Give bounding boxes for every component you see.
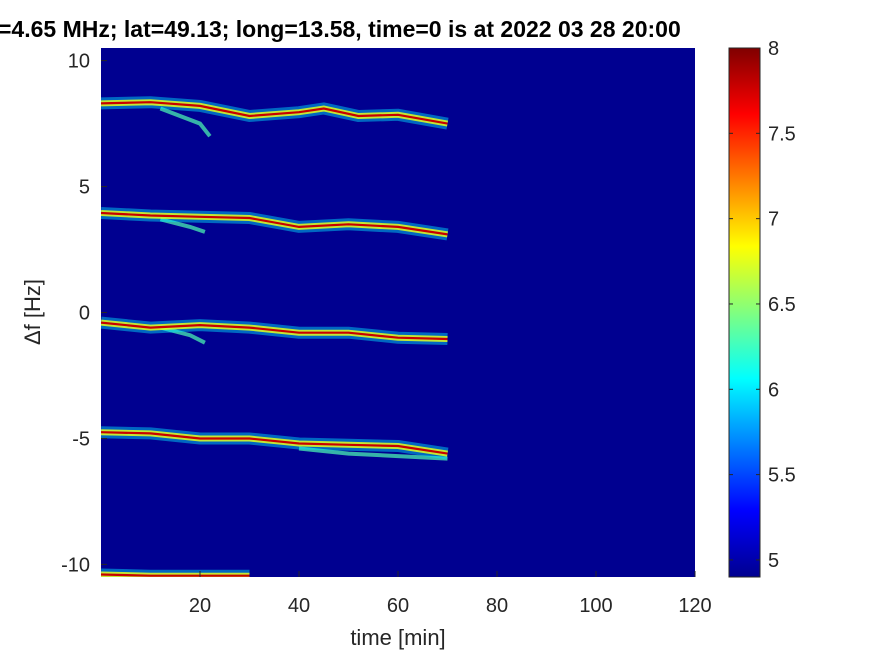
x-tick-label: 100 [579,595,612,617]
colorbar-frame [728,47,761,578]
trace-core-1 [101,211,448,236]
colorbar-tick-label: 6 [768,379,779,401]
trace-core-0 [101,101,448,125]
colorbar-tick-label: 5.5 [768,465,796,487]
trace-branch-1 [159,217,206,234]
x-axis-label: time [min] [350,625,445,650]
colorbar-tick-label: 5 [768,550,779,572]
colorbar-tick-label: 7 [768,209,779,231]
x-tick-label: 40 [288,595,310,617]
y-tick-label: 0 [79,303,90,325]
y-tick-label: -5 [72,428,90,450]
trace-core-3 [101,431,448,455]
colorbar-tick-label: 7.5 [768,123,796,145]
colorbar [729,48,760,577]
y-tick-label: -10 [61,554,90,576]
y-tick-label: 5 [79,177,90,199]
trace-branch-3 [298,446,448,461]
y-tick-label: 10 [68,51,90,73]
x-tick-label: 80 [486,595,508,617]
y-axis-label: Δf [Hz] [20,279,45,345]
tick-layer: 20 40 60 80 100 120 10 5 0 -5 -10 [61,51,712,617]
colorbar-tick-label: 8 [768,38,779,60]
trace-core-4 [101,573,250,577]
colorbar-tick-label: 6.5 [768,294,796,316]
chart-title: =4.65 MHz; lat=49.13; long=13.58, time=0… [0,16,681,42]
plot-area [101,48,695,577]
x-tick-label: 20 [189,595,211,617]
x-tick-label: 120 [678,595,711,617]
trace-branch-0 [159,106,212,138]
colorbar-tick-layer: 8 7.5 7 6.5 6 5.5 5 [728,38,796,578]
trace-branch-2 [159,325,206,345]
trace-core-2 [101,321,448,341]
x-tick-label: 60 [387,595,409,617]
trace-layer [101,96,449,577]
